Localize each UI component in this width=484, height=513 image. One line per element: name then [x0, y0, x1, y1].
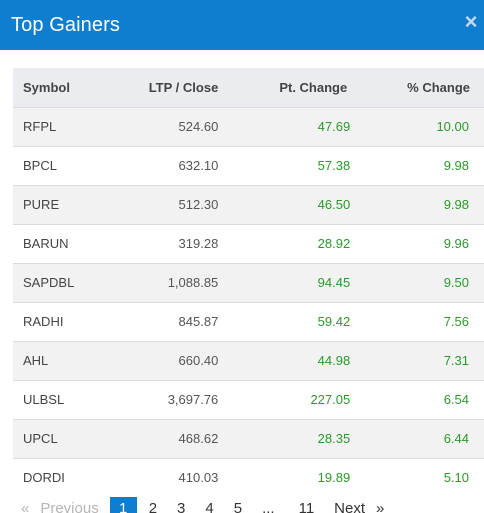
table-row[interactable]: ULBSL 3,697.76 227.05 6.54	[13, 380, 484, 419]
table-row[interactable]: BARUN 319.28 28.92 9.96	[13, 224, 484, 263]
cell-pct-change: 9.96	[443, 236, 469, 251]
cell-symbol[interactable]: RFPL	[23, 119, 57, 134]
cell-symbol[interactable]: SAPDBL	[23, 275, 75, 290]
cell-ltp: 319.28	[178, 236, 219, 251]
cell-ltp: 632.10	[178, 158, 219, 173]
cell-ltp: 512.30	[178, 197, 219, 212]
cell-pct-change: 5.10	[443, 470, 469, 486]
table-header-row: Symbol LTP / Close Pt. Change % Change	[13, 68, 484, 107]
previous-page-link[interactable]: Previous	[40, 499, 99, 513]
table-row[interactable]: PURE 512.30 46.50 9.98	[13, 185, 484, 224]
column-header-pt-change[interactable]: Pt. Change	[279, 79, 348, 95]
cell-pct-change: 6.54	[443, 392, 469, 407]
cell-pct-change: 7.56	[443, 314, 469, 329]
table-row[interactable]: RADHI 845.87 59.42 7.56	[13, 302, 484, 341]
gainers-table-container: Symbol LTP / Close Pt. Change % Change R…	[13, 68, 484, 497]
prev-arrow-icon[interactable]: «	[21, 499, 30, 513]
cell-ltp: 660.40	[178, 353, 219, 368]
table-row[interactable]: RFPL 524.60 47.69 10.00	[13, 107, 484, 146]
modal-header: Top Gainers ×	[0, 0, 484, 50]
page-link-3[interactable]: 3	[177, 499, 186, 513]
cell-pt-change: 46.50	[317, 197, 351, 212]
pagination: « Previous 1 2 3 4 5 ... 11 Next »	[0, 496, 484, 513]
cell-ltp: 1,088.85	[167, 275, 219, 290]
cell-pt-change: 28.35	[317, 431, 351, 446]
page-link-4[interactable]: 4	[205, 499, 214, 513]
cell-symbol[interactable]: RADHI	[23, 314, 64, 329]
cell-ltp: 410.03	[178, 470, 219, 486]
table-row[interactable]: DORDI 410.03 19.89 5.10	[13, 458, 484, 497]
cell-pt-change: 94.45	[317, 275, 351, 290]
gainers-table: Symbol LTP / Close Pt. Change % Change R…	[13, 68, 484, 497]
cell-ltp: 524.60	[178, 119, 219, 134]
cell-symbol[interactable]: UPCL	[23, 431, 58, 446]
cell-pt-change: 44.98	[317, 353, 351, 368]
cell-pt-change: 57.38	[317, 158, 351, 173]
table-row[interactable]: SAPDBL 1,088.85 94.45 9.50	[13, 263, 484, 302]
cell-pct-change: 9.98	[443, 158, 469, 173]
cell-pt-change: 28.92	[317, 236, 351, 251]
cell-ltp: 845.87	[178, 314, 219, 329]
cell-symbol[interactable]: AHL	[23, 353, 49, 368]
cell-pt-change: 47.69	[317, 119, 351, 134]
page-link-1[interactable]: 1	[109, 497, 137, 513]
cell-ltp: 468.62	[178, 431, 219, 446]
cell-symbol[interactable]: DORDI	[23, 470, 65, 486]
page-link-5[interactable]: 5	[233, 499, 243, 513]
next-page-link[interactable]: Next	[334, 499, 366, 513]
table-row[interactable]: AHL 660.40 44.98 7.31	[13, 341, 484, 380]
cell-symbol[interactable]: ULBSL	[23, 392, 65, 407]
cell-pct-change: 6.44	[443, 431, 469, 446]
cell-pct-change: 9.98	[443, 197, 469, 212]
cell-symbol[interactable]: PURE	[23, 197, 60, 212]
cell-pct-change: 10.00	[436, 119, 469, 134]
modal-title: Top Gainers	[11, 13, 120, 36]
cell-pct-change: 9.50	[443, 275, 469, 290]
column-header-symbol[interactable]: Symbol	[23, 79, 70, 95]
page-link-11[interactable]: 11	[298, 499, 315, 513]
page-link-2[interactable]: 2	[148, 499, 158, 513]
cell-symbol[interactable]: BARUN	[23, 236, 69, 251]
close-icon[interactable]: ×	[464, 9, 478, 34]
cell-ltp: 3,697.76	[167, 392, 219, 407]
cell-pt-change: 227.05	[310, 392, 351, 407]
cell-pct-change: 7.31	[443, 353, 469, 368]
pagination-ellipsis: ...	[262, 499, 275, 513]
cell-pt-change: 59.42	[317, 314, 351, 329]
cell-symbol[interactable]: BPCL	[23, 158, 57, 173]
column-header-ltp[interactable]: LTP / Close	[148, 79, 219, 95]
table-row[interactable]: UPCL 468.62 28.35 6.44	[13, 419, 484, 458]
next-arrow-icon[interactable]: »	[376, 499, 385, 513]
table-row[interactable]: BPCL 632.10 57.38 9.98	[13, 146, 484, 185]
cell-pt-change: 19.89	[317, 470, 351, 486]
column-header-pct-change[interactable]: % Change	[407, 79, 470, 95]
